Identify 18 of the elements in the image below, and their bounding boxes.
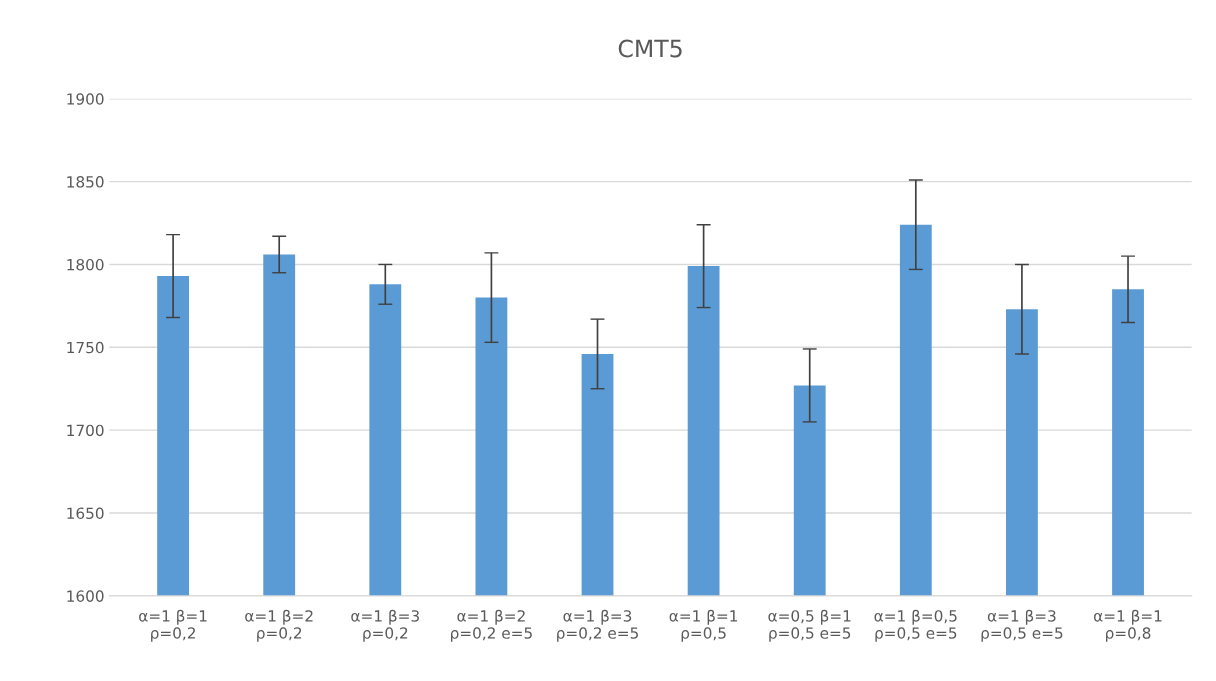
- x-tick-label: α=1 β=3 ρ=0,5 e=5: [981, 609, 1063, 642]
- y-tick-label: 1750: [67, 341, 104, 354]
- chart-title: CMT5: [618, 39, 682, 58]
- y-tick-label: 1600: [67, 590, 104, 602]
- x-tick-label: α=1 β=3 ρ=0,2: [351, 609, 419, 642]
- y-tick-label: 1700: [67, 424, 104, 437]
- x-tick-label: α=1 β=3 ρ=0,2 e=5: [557, 609, 638, 642]
- x-tick-label: α=1 β=1 ρ=0,8: [1094, 609, 1162, 642]
- y-tick-label: 1850: [67, 176, 104, 188]
- x-tick-label: α=1 β=2 ρ=0,2 e=5: [451, 609, 532, 642]
- x-tick-label: α=1 β=1 ρ=0,2: [139, 609, 207, 642]
- x-tick-label: α=0,5 β=1 ρ=0,5 e=5: [768, 609, 851, 642]
- y-tick-label: 1650: [67, 507, 104, 520]
- x-tick-label: α=1 β=1 ρ=0,5: [669, 609, 738, 642]
- x-tick-label: α=1 β=2 ρ=0,2: [245, 609, 313, 642]
- x-tick-label: α=1 β=0,5 ρ=0,5 e=5: [874, 609, 957, 642]
- y-tick-label: 1800: [67, 258, 104, 271]
- y-tick-label: 1900: [67, 93, 104, 105]
